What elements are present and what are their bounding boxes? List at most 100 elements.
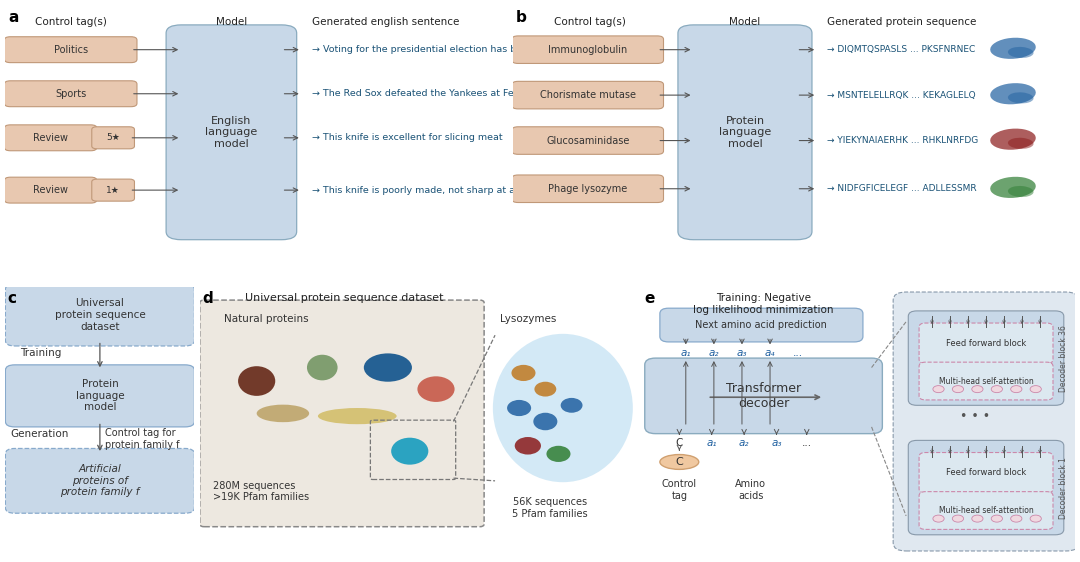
Text: Feed forward block: Feed forward block xyxy=(946,468,1026,477)
Ellipse shape xyxy=(660,455,699,469)
Text: Model: Model xyxy=(729,17,760,26)
Text: Sports: Sports xyxy=(55,89,86,99)
Text: Review: Review xyxy=(33,185,68,195)
Text: Universal protein sequence dataset: Universal protein sequence dataset xyxy=(245,293,444,303)
Text: Review: Review xyxy=(33,133,68,143)
Text: Protein
language
model: Protein language model xyxy=(719,116,771,149)
Ellipse shape xyxy=(990,83,1036,105)
FancyBboxPatch shape xyxy=(4,81,137,107)
Ellipse shape xyxy=(535,382,556,397)
Ellipse shape xyxy=(391,438,429,465)
Text: Control tag(s): Control tag(s) xyxy=(35,17,107,26)
Ellipse shape xyxy=(990,129,1036,149)
FancyBboxPatch shape xyxy=(200,300,484,527)
Text: Artificial
proteins of
protein family f: Artificial proteins of protein family f xyxy=(60,464,139,497)
Circle shape xyxy=(933,515,944,522)
Text: Multi-head self-attention: Multi-head self-attention xyxy=(939,506,1034,515)
FancyBboxPatch shape xyxy=(4,125,97,151)
Ellipse shape xyxy=(1008,186,1034,197)
Text: Generated protein sequence: Generated protein sequence xyxy=(827,17,976,26)
Text: Next amino acid prediction: Next amino acid prediction xyxy=(696,320,827,330)
Ellipse shape xyxy=(1008,47,1034,58)
Ellipse shape xyxy=(417,377,455,402)
Text: Universal
protein sequence
dataset: Universal protein sequence dataset xyxy=(54,298,146,332)
Text: Control
tag: Control tag xyxy=(662,479,697,501)
FancyBboxPatch shape xyxy=(5,448,194,513)
Ellipse shape xyxy=(508,400,531,416)
Text: Generation: Generation xyxy=(10,429,68,438)
Text: → Voting for the presidential election has begun: → Voting for the presidential election h… xyxy=(312,45,540,54)
Circle shape xyxy=(953,515,963,522)
Text: • • •: • • • xyxy=(960,410,990,423)
Text: a₃: a₃ xyxy=(737,348,747,357)
Text: a₁: a₁ xyxy=(680,348,691,357)
Text: 5★: 5★ xyxy=(107,133,120,142)
Text: 56K sequences
5 Pfam families: 56K sequences 5 Pfam families xyxy=(512,497,588,519)
Ellipse shape xyxy=(318,408,396,424)
Text: → The Red Sox defeated the Yankees at Fenway: → The Red Sox defeated the Yankees at Fe… xyxy=(312,89,539,98)
FancyBboxPatch shape xyxy=(92,179,135,201)
Text: Feed forward block: Feed forward block xyxy=(946,339,1026,348)
Text: ...: ... xyxy=(801,438,812,448)
Ellipse shape xyxy=(238,366,275,396)
Ellipse shape xyxy=(1008,138,1034,149)
FancyBboxPatch shape xyxy=(919,492,1053,529)
Ellipse shape xyxy=(561,398,582,413)
Circle shape xyxy=(1011,515,1022,522)
FancyBboxPatch shape xyxy=(678,25,812,239)
Ellipse shape xyxy=(307,355,338,380)
Text: → MSNTELELLRQK ... KEKAGLELQ: → MSNTELELLRQK ... KEKAGLELQ xyxy=(827,90,976,99)
FancyBboxPatch shape xyxy=(4,37,137,62)
Text: → NIDFGFICELEGF ... ADLLESSMR: → NIDFGFICELEGF ... ADLLESSMR xyxy=(827,184,977,193)
Circle shape xyxy=(1030,386,1041,393)
Ellipse shape xyxy=(364,353,411,382)
FancyBboxPatch shape xyxy=(908,311,1064,405)
Text: a₂: a₂ xyxy=(739,438,750,448)
FancyBboxPatch shape xyxy=(893,292,1079,551)
Text: → This knife is excellent for slicing meat: → This knife is excellent for slicing me… xyxy=(312,133,502,142)
Text: C: C xyxy=(676,438,683,448)
FancyBboxPatch shape xyxy=(166,25,297,239)
Text: Immunoglobulin: Immunoglobulin xyxy=(549,45,627,55)
Text: Training: Negative
log likelihood minimization: Training: Negative log likelihood minimi… xyxy=(693,293,834,315)
Text: English
language
model: English language model xyxy=(205,116,257,149)
Circle shape xyxy=(972,386,983,393)
Text: Amino
acids: Amino acids xyxy=(735,479,766,501)
FancyBboxPatch shape xyxy=(4,177,97,203)
FancyBboxPatch shape xyxy=(645,358,882,434)
Text: → YIEKYNAIAERHK ... RHKLNRFDG: → YIEKYNAIAERHK ... RHKLNRFDG xyxy=(827,136,978,145)
FancyBboxPatch shape xyxy=(5,284,194,346)
Text: Multi-head self-attention: Multi-head self-attention xyxy=(939,377,1034,386)
FancyBboxPatch shape xyxy=(512,175,663,202)
Circle shape xyxy=(953,386,963,393)
Text: Politics: Politics xyxy=(54,45,87,55)
Text: a: a xyxy=(8,10,18,25)
Text: → This knife is poorly made, not sharp at all!: → This knife is poorly made, not sharp a… xyxy=(312,185,524,194)
Text: Lysozymes: Lysozymes xyxy=(500,314,556,324)
Circle shape xyxy=(1030,515,1041,522)
Text: Phage lysozyme: Phage lysozyme xyxy=(549,184,627,194)
Circle shape xyxy=(1011,386,1022,393)
Text: C: C xyxy=(675,457,684,467)
Text: a₃: a₃ xyxy=(771,438,782,448)
Circle shape xyxy=(991,386,1002,393)
Text: Protein
language
model: Protein language model xyxy=(76,379,124,413)
Circle shape xyxy=(991,515,1002,522)
Text: Decoder block 36: Decoder block 36 xyxy=(1059,325,1068,392)
Ellipse shape xyxy=(1008,92,1034,103)
Text: Chorismate mutase: Chorismate mutase xyxy=(540,90,636,100)
Text: c: c xyxy=(8,291,17,306)
Ellipse shape xyxy=(257,405,309,422)
Text: Natural proteins: Natural proteins xyxy=(224,314,309,324)
Text: Generated english sentence: Generated english sentence xyxy=(312,17,459,26)
FancyBboxPatch shape xyxy=(92,127,135,149)
FancyBboxPatch shape xyxy=(512,81,663,109)
Text: Training: Training xyxy=(19,348,60,357)
FancyBboxPatch shape xyxy=(5,365,194,427)
Text: Transformer
decoder: Transformer decoder xyxy=(726,382,801,410)
Text: b: b xyxy=(515,10,526,25)
FancyBboxPatch shape xyxy=(919,452,1053,493)
Circle shape xyxy=(933,386,944,393)
FancyBboxPatch shape xyxy=(660,308,863,342)
FancyBboxPatch shape xyxy=(919,362,1053,400)
